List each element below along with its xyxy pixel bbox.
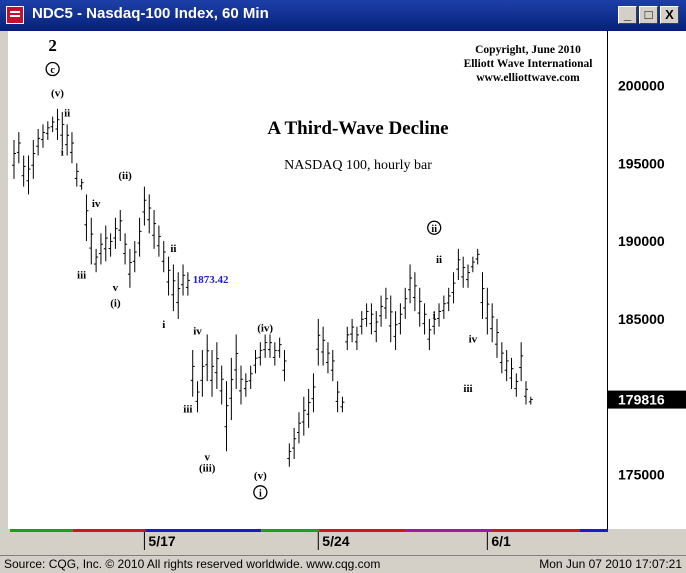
time-axis: 5/175/246/17 - 08 : 30 xyxy=(8,529,686,550)
axis-corner xyxy=(608,529,686,550)
close-button[interactable]: X xyxy=(660,6,679,24)
price-axis-labels: 200000 195000 190000 185000 175000 179816 xyxy=(608,77,686,483)
wave-label: iv xyxy=(92,198,101,210)
wave-label-circle xyxy=(427,220,442,235)
chart-plot-area[interactable]: A Third-Wave Decline NASDAQ 100, hourly b… xyxy=(8,31,608,529)
left-border xyxy=(0,31,8,555)
wave-label: iii xyxy=(77,269,86,281)
price-chart[interactable]: A Third-Wave Decline NASDAQ 100, hourly b… xyxy=(8,31,608,529)
wave-label: (iv) xyxy=(257,322,273,334)
wave-label: v xyxy=(113,282,119,294)
last-price-label: 179816 xyxy=(618,392,665,408)
session-color-strip xyxy=(10,529,73,532)
session-color-strip xyxy=(261,529,320,532)
x-tick-label: 6/1 xyxy=(491,533,511,549)
wave-label-circle xyxy=(253,485,268,500)
wave-label: (ii) xyxy=(118,170,132,182)
wave-label: ii xyxy=(64,108,70,120)
wave-label: v xyxy=(204,452,210,464)
price-axis: 200000 195000 190000 185000 175000 179816 xyxy=(608,31,686,529)
session-color-strip xyxy=(406,529,493,532)
time-axis-labels: 5/175/246/17 - 08 : 30 xyxy=(10,529,686,550)
wave-label: i xyxy=(61,147,64,159)
status-bar: Source: CQG, Inc. © 2010 All rights rese… xyxy=(0,555,686,573)
y-tick-label: 190000 xyxy=(618,233,665,249)
y-tick-label: 185000 xyxy=(618,311,665,327)
window-title: NDC5 - Nasdaq-100 Index, 60 Min xyxy=(32,5,269,22)
session-color-strip xyxy=(145,529,262,532)
wave-label: iii xyxy=(463,383,472,395)
y-tick-label: 195000 xyxy=(618,155,665,171)
wave-label: iv xyxy=(193,325,202,337)
maximize-button[interactable]: □ xyxy=(639,6,658,24)
wave-label: i xyxy=(259,488,262,499)
wave-label: c xyxy=(50,65,55,76)
wave-label: 2 xyxy=(48,36,57,55)
session-color-strip xyxy=(72,529,146,532)
chart-title: A Third-Wave Decline xyxy=(267,118,448,139)
title-bar: NDC5 - Nasdaq-100 Index, 60 Min _ □ X xyxy=(0,0,686,31)
copyright-line: Elliott Wave International xyxy=(464,58,593,70)
wave-label: ii xyxy=(436,254,442,266)
session-color-strip xyxy=(493,529,580,532)
wave-label: ii xyxy=(431,224,437,235)
status-datetime: Mon Jun 07 2010 17:07:21 xyxy=(539,557,682,571)
wave-label: iv xyxy=(469,333,478,345)
copyright-line: Copyright, June 2010 xyxy=(475,44,581,56)
session-color-strip xyxy=(579,529,638,532)
wave-label-circle xyxy=(45,61,60,77)
wave-label: (i) xyxy=(110,297,121,309)
y-tick-label: 175000 xyxy=(618,467,665,483)
wave-label: (v) xyxy=(51,87,64,99)
chart-subtitle: NASDAQ 100, hourly bar xyxy=(284,158,432,173)
x-tick-label: 5/24 xyxy=(322,533,349,549)
price-label: 1873.42 xyxy=(193,274,229,286)
app-icon[interactable] xyxy=(6,6,24,24)
copyright-line: www.elliottwave.com xyxy=(476,72,580,84)
wave-label: (v) xyxy=(254,470,267,482)
wave-label: ii xyxy=(170,243,176,255)
wave-label: iii xyxy=(183,403,192,415)
wave-label: i xyxy=(433,310,436,322)
session-color-strip xyxy=(319,529,407,532)
x-tick-label: 5/17 xyxy=(148,533,175,549)
wave-label: (iii) xyxy=(199,462,216,474)
last-price-marker xyxy=(608,390,686,409)
minimize-button[interactable]: _ xyxy=(618,6,637,24)
y-tick-label: 200000 xyxy=(618,77,665,93)
wave-label: i xyxy=(162,319,165,331)
status-source: Source: CQG, Inc. © 2010 All rights rese… xyxy=(4,557,381,571)
